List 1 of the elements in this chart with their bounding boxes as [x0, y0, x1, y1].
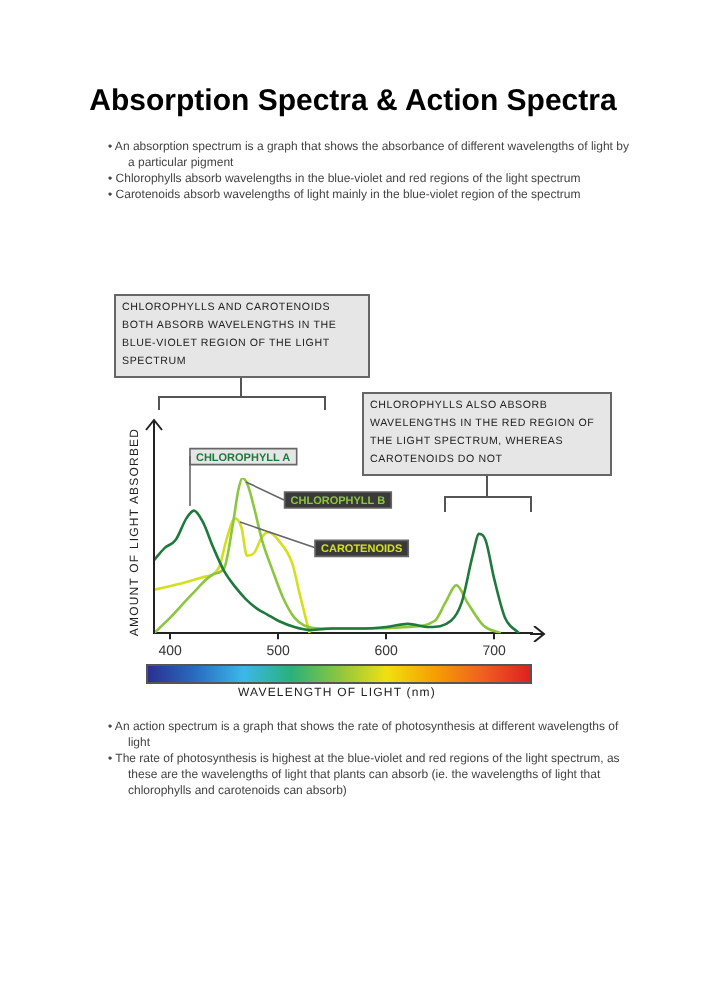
- chart-title: Absorption Spectra & Action Spectra: [87, 84, 619, 118]
